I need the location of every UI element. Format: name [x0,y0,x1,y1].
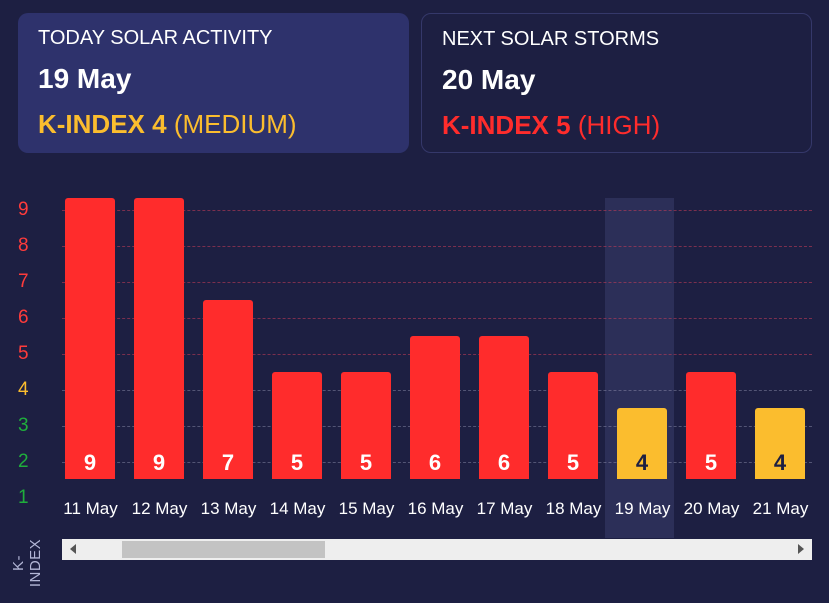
bar-19-may[interactable]: 4 [617,408,667,479]
next-solar-storms-card: NEXT SOLAR STORMS 20 May K-INDEX 5 (HIGH… [421,13,812,153]
x-tick-label: 13 May [200,499,257,518]
bar-value-label: 5 [704,450,718,475]
x-tick-label: 12 May [131,499,188,518]
x-tick-label: 21 May [752,499,809,518]
kindex-value: K-INDEX 4 [38,109,167,139]
bar-value-label: 4 [635,450,649,475]
y-tick-label: 8 [18,235,29,256]
card-date: 20 May [442,64,536,95]
card-title: TODAY SOLAR ACTIVITY [38,27,273,49]
selected-day-highlight [605,198,674,538]
bar-11-may[interactable]: 9 [65,198,115,479]
card-kindex: K-INDEX 4 (MEDIUM) [38,109,297,140]
x-tick-label: 19 May [614,499,671,518]
gridline [62,210,812,211]
bar-13-may[interactable]: 7 [203,300,253,479]
bar-12-may[interactable]: 9 [134,198,184,479]
bar-value-label: 9 [83,450,97,475]
x-tick-label: 16 May [407,499,464,518]
bar-14-may[interactable]: 5 [272,372,322,479]
scroll-right-arrow-icon[interactable] [798,544,804,554]
y-tick-label: 4 [18,379,29,400]
gridline [62,282,812,283]
x-tick-label: 11 May [63,499,118,518]
scroll-left-arrow-icon[interactable] [70,544,76,554]
kindex-level: (HIGH) [577,110,661,140]
x-tick-label: 14 May [269,499,326,518]
scrollbar-thumb[interactable] [122,541,325,558]
x-tick-label: 20 May [683,499,740,518]
bar-16-may[interactable]: 6 [410,336,460,479]
gridline [62,246,812,247]
bar-value-label: 5 [290,450,304,475]
y-axis-label: K-INDEX [10,538,44,588]
x-tick-label: 18 May [545,499,602,518]
y-tick-label: 3 [18,415,29,436]
y-tick-label: 5 [18,343,29,364]
y-tick-label: 9 [18,199,29,220]
y-tick-label: 1 [18,487,29,508]
bar-21-may[interactable]: 4 [755,408,805,479]
bar-value-label: 5 [566,450,580,475]
bar-17-may[interactable]: 6 [479,336,529,479]
card-title: NEXT SOLAR STORMS [442,28,660,50]
y-tick-label: 7 [18,271,29,292]
horizontal-scrollbar[interactable] [62,539,812,560]
bar-20-may[interactable]: 5 [686,372,736,479]
x-tick-label: 17 May [476,499,533,518]
kindex-value: K-INDEX 5 [442,110,571,140]
bar-value-label: 6 [428,450,442,475]
y-tick-label: 6 [18,307,29,328]
card-date: 19 May [38,63,132,94]
bar-value-label: 7 [221,450,235,475]
bar-15-may[interactable]: 5 [341,372,391,479]
x-tick-label: 15 May [338,499,395,518]
bar-value-label: 4 [773,450,787,475]
bar-value-label: 9 [152,450,166,475]
y-tick-label: 2 [18,451,29,472]
kindex-level: (MEDIUM) [173,109,297,139]
bar-18-may[interactable]: 5 [548,372,598,479]
gridline [62,318,812,319]
today-solar-activity-card: TODAY SOLAR ACTIVITY 19 May K-INDEX 4 (M… [18,13,409,153]
card-kindex: K-INDEX 5 (HIGH) [442,110,660,141]
bar-value-label: 6 [497,450,511,475]
bar-value-label: 5 [359,450,373,475]
